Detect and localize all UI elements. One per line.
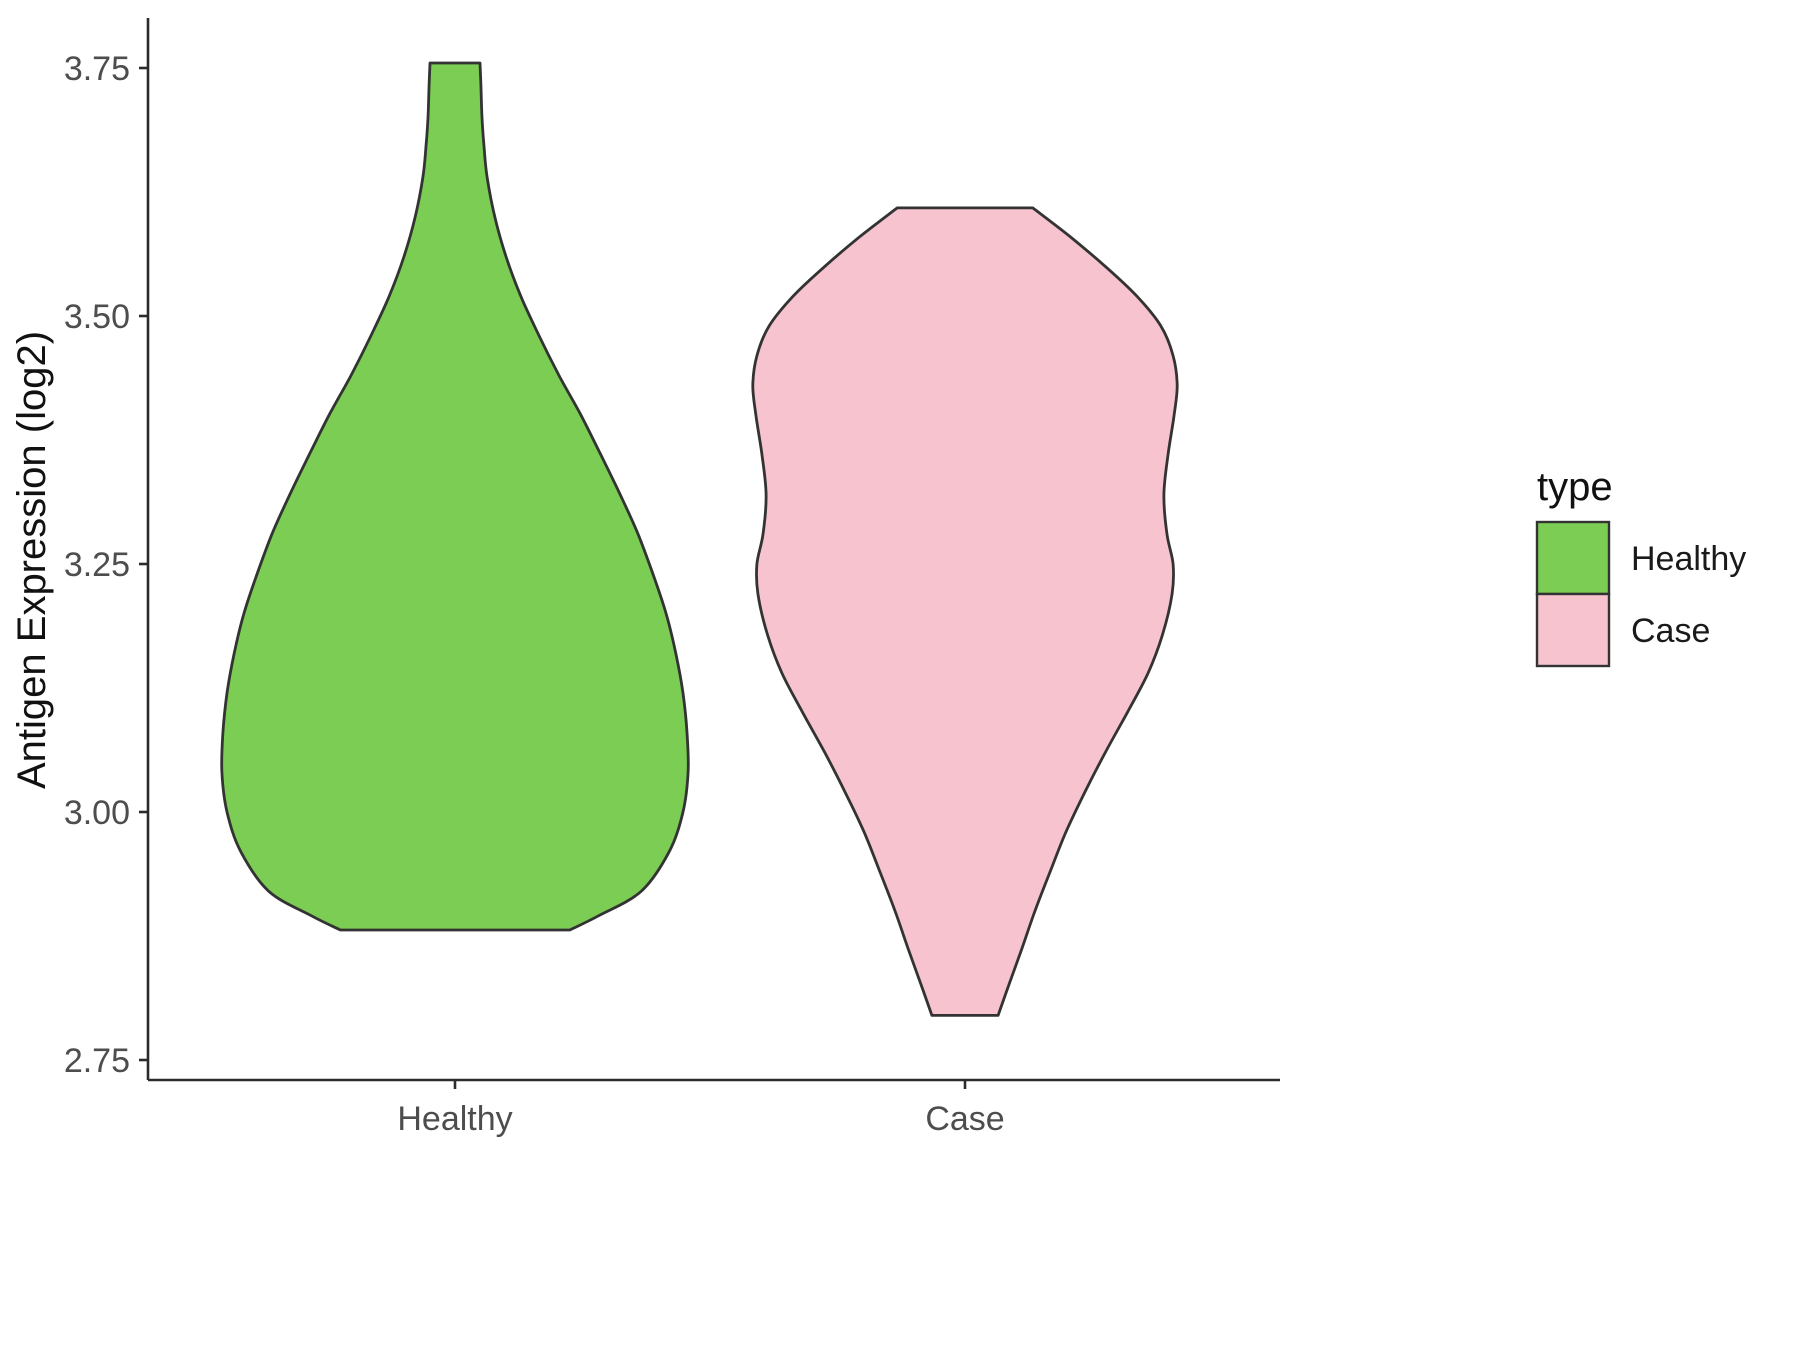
legend: type Healthy Case: [1535, 465, 1746, 668]
x-category-label-healthy: Healthy: [397, 1100, 512, 1138]
legend-swatch-case: [1535, 592, 1611, 668]
x-category-label-case: Case: [925, 1100, 1004, 1138]
y-axis-title: Antigen Expression (log2): [10, 331, 54, 789]
violin-case: [751, 206, 1179, 1017]
legend-keys: Healthy Case: [1535, 520, 1746, 668]
y-tick-label: 3.50: [64, 298, 130, 336]
axes-group: 2.75 3.00 3.25 3.50 3.75 Healthy Case: [64, 18, 1280, 1138]
y-tick-label: 3.25: [64, 546, 130, 584]
violin-healthy: [220, 61, 690, 932]
legend-swatch-healthy: [1535, 520, 1611, 596]
y-tick-label: 3.00: [64, 794, 130, 832]
y-tick-label: 3.75: [64, 50, 130, 88]
y-tick-label: 2.75: [64, 1042, 130, 1080]
legend-label-case: Case: [1631, 612, 1710, 650]
legend-title: type: [1537, 465, 1613, 509]
legend-label-healthy: Healthy: [1631, 540, 1746, 578]
violins-group: [220, 61, 1179, 1017]
